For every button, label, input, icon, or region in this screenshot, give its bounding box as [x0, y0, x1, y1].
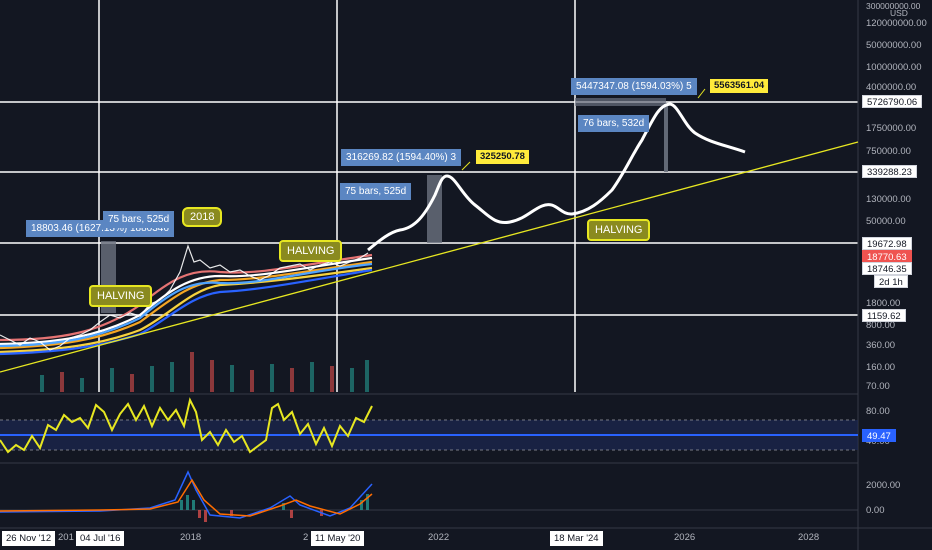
price-axis-label: 10000000.00 [866, 62, 922, 73]
halving-callout-2[interactable]: HALVING [279, 240, 343, 262]
price-axis-label: 70.00 [866, 381, 890, 392]
target-connector-2 [461, 161, 471, 171]
price-axis-label: 50000.00 [866, 216, 906, 227]
time-axis-label: 2026 [674, 532, 696, 543]
target-price-label-2[interactable]: 325250.78 [475, 149, 530, 165]
time-axis-label: 2018 [180, 532, 202, 543]
range-box-2 [427, 175, 442, 243]
countdown-tag: 2d 1h [874, 275, 908, 288]
projection-curve [367, 102, 746, 252]
price-axis-label: 360.00 [866, 340, 896, 351]
range-measure-label-3[interactable]: 5447347.08 (1594.03%) 5 [571, 78, 697, 95]
range-measure-label-2[interactable]: 316269.82 (1594.40%) 3 [341, 149, 462, 166]
price-tag[interactable]: 1159.62 [862, 309, 906, 322]
trend-line [0, 141, 859, 373]
time-axis-label: 2 [303, 532, 309, 543]
rsi-value-tag: 49.47 [862, 429, 896, 442]
price-candles [0, 244, 369, 351]
volume-bars [40, 352, 369, 392]
range-bars-label-2[interactable]: 75 bars, 525d [340, 183, 412, 200]
time-axis-label: 201 [58, 532, 74, 543]
macd-axis-label: 0.00 [866, 505, 885, 516]
target-price-label-3[interactable]: 5563561.04 [709, 78, 770, 94]
moving-average-ribbon [0, 253, 373, 356]
price-tag[interactable]: 19672.98 [862, 237, 912, 250]
range-bars-label-3[interactable]: 76 bars, 532d [578, 115, 650, 132]
time-axis-label: 2028 [798, 532, 820, 543]
halving-callout-1[interactable]: HALVING [89, 285, 153, 307]
time-axis-tag: 18 Mar '24 [550, 531, 603, 546]
year-callout-2018[interactable]: 2018 [182, 207, 223, 227]
time-axis-tag: 04 Jul '16 [76, 531, 125, 546]
price-tag[interactable]: 18746.35 [862, 262, 912, 275]
range-box-3 [664, 104, 668, 172]
price-tag[interactable]: 5726790.06 [862, 95, 923, 108]
time-axis-tag: 26 Nov '12 [2, 531, 56, 546]
price-axis-label: 50000000.00 [866, 40, 922, 51]
rsi-axis-label: 80.00 [866, 406, 890, 417]
range-bars-label-1[interactable]: 75 bars, 525d [103, 211, 175, 228]
price-axis-label: 800.00 [866, 320, 896, 331]
price-axis-label: 120000000.00 [866, 18, 927, 29]
macd-axis-label: 2000.00 [866, 480, 901, 491]
time-axis-tag: 11 May '20 [311, 531, 365, 546]
target-connector-3 [697, 88, 706, 99]
price-axis-label: 130000.00 [866, 194, 911, 205]
price-axis-label: 1750000.00 [866, 123, 917, 134]
price-axis-label: 160.00 [866, 362, 896, 373]
range-box-3-top [575, 98, 666, 106]
macd-line [0, 470, 373, 519]
time-axis-label: 2022 [428, 532, 450, 543]
rsi-line [0, 397, 373, 454]
price-axis-label: 4000000.00 [866, 82, 917, 93]
currency-label: USD [890, 8, 908, 18]
halving-callout-3[interactable]: HALVING [587, 219, 651, 241]
price-axis-label: 1800.00 [866, 298, 901, 309]
macd-signal [0, 478, 373, 517]
price-axis-label: 750000.00 [866, 146, 911, 157]
price-tag[interactable]: 339288.23 [862, 165, 917, 178]
price-axis-label: 300000000.00 [866, 1, 921, 11]
